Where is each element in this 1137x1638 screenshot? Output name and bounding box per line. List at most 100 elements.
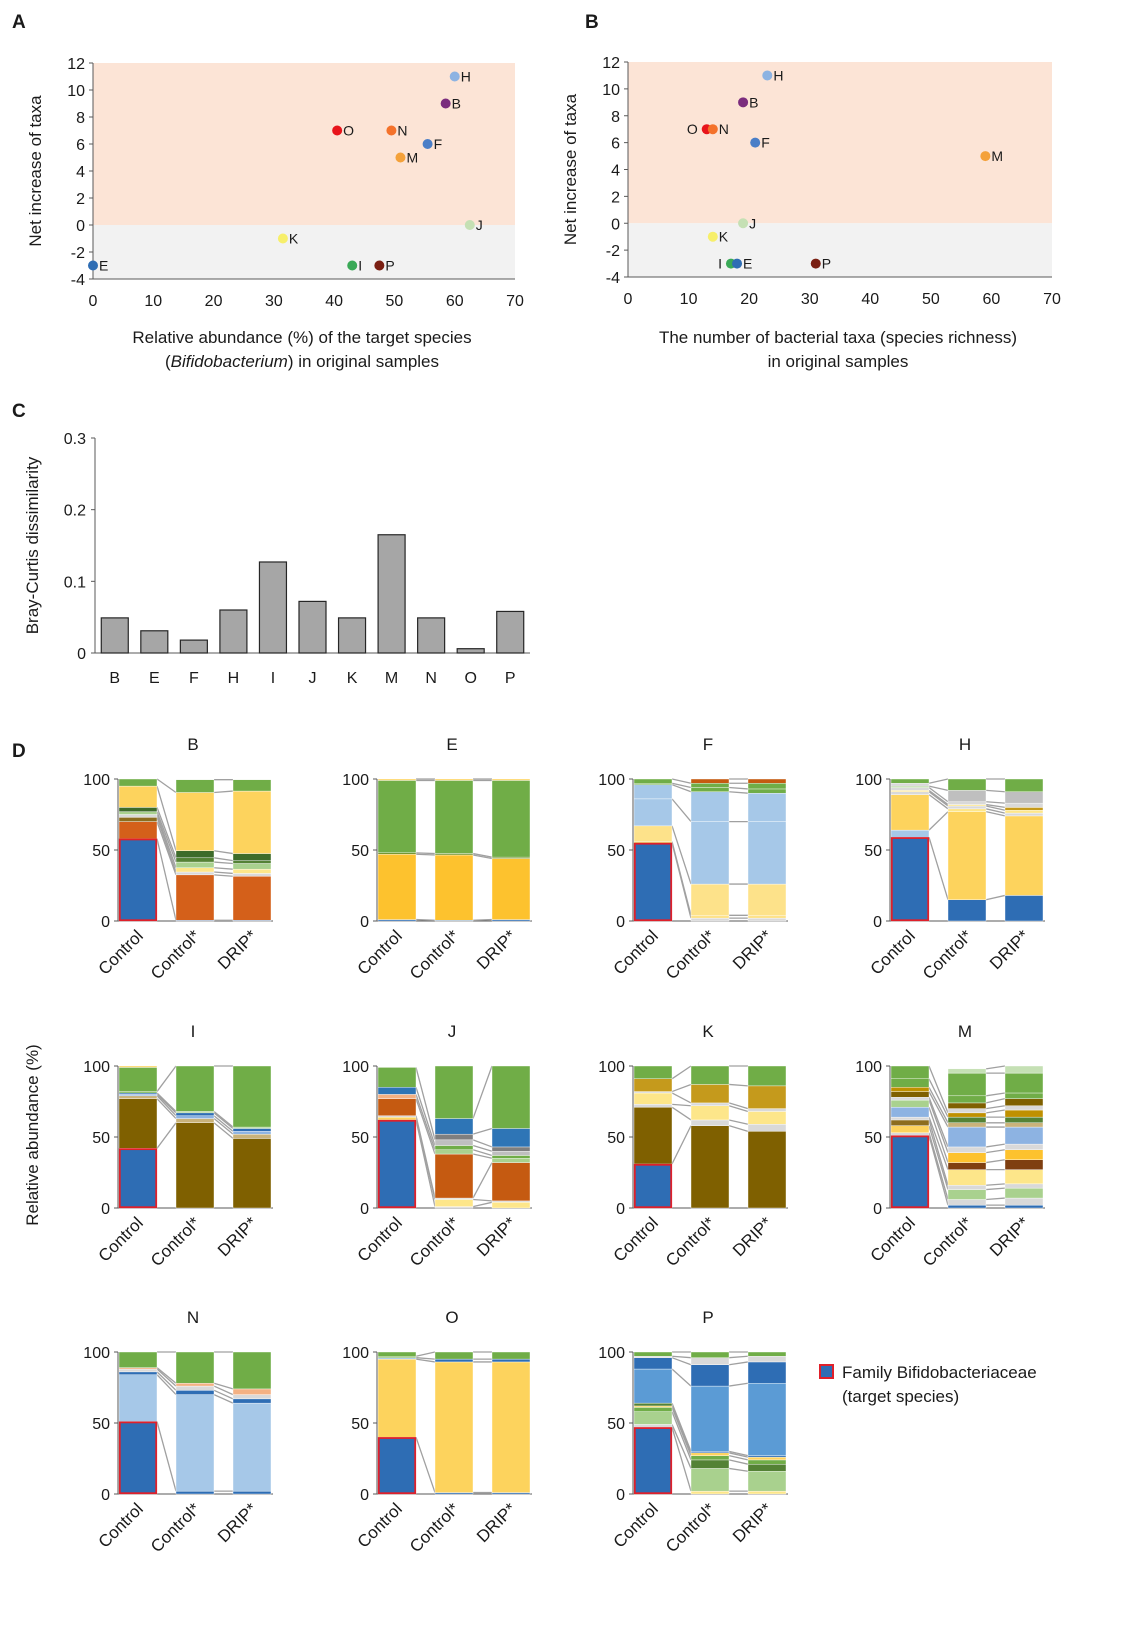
stacked-segment [491, 1158, 531, 1163]
connector-line [213, 857, 234, 862]
stacked-segment [690, 1357, 730, 1365]
y-tick-label: 50 [864, 843, 882, 860]
connector-line [472, 1198, 493, 1202]
connector-line [156, 1065, 177, 1092]
stacked-segment [947, 1072, 987, 1097]
stacked-segment [690, 1351, 730, 1358]
x-tick-label: 60 [446, 293, 464, 310]
y-tick-label: 50 [92, 843, 110, 860]
subpanel-b: B 0 50 100 Control Control* DRIP* [83, 735, 273, 983]
stacked-segment [747, 1455, 787, 1458]
stacked-segment [947, 1146, 987, 1153]
stacked-segment [690, 783, 730, 788]
stacked-segment [633, 1405, 673, 1408]
y-tick-label: 0 [360, 914, 369, 931]
stacked-segment [890, 785, 930, 788]
point-label: M [406, 150, 418, 166]
stacked-segment [434, 1118, 474, 1135]
stacked-segment [434, 1358, 474, 1363]
stacked-segment [947, 1189, 987, 1200]
stacked-segment [890, 1097, 930, 1101]
connector-line [928, 811, 949, 831]
y-tick-label: 0.2 [64, 503, 86, 520]
connector-line [671, 1357, 692, 1366]
stacked-segment [232, 853, 272, 861]
point-label: J [749, 215, 756, 231]
stacked-segment [1004, 1098, 1044, 1106]
y-tick-label: 100 [342, 1059, 369, 1076]
connector-line [156, 1098, 177, 1119]
stacked-segment [890, 791, 930, 795]
stacked-segment [491, 1200, 531, 1203]
y-tick-label: 100 [855, 772, 882, 789]
stacked-segment [747, 1111, 787, 1125]
connector-line [985, 811, 1006, 817]
stacked-segment [747, 1456, 787, 1461]
x-tick-label: O [464, 670, 476, 687]
connector-line [671, 1065, 692, 1080]
stacked-segment [118, 814, 158, 818]
stacked-segment [633, 784, 673, 800]
y-tick-label: 50 [351, 843, 369, 860]
connector-line [985, 1098, 1006, 1104]
connector-line [985, 1159, 1006, 1164]
connector-line [472, 1149, 493, 1157]
bar-m [377, 534, 406, 654]
connector-line [472, 1144, 493, 1152]
stacked-segment [434, 1065, 474, 1119]
point-label: N [719, 121, 729, 137]
bifidobacteriaceae-outline [633, 842, 673, 922]
connector-line [671, 1106, 692, 1121]
y-axis-title: Bray-Curtis dissimilarity [23, 456, 42, 634]
stacked-segment [118, 785, 158, 808]
point-label: B [749, 94, 758, 110]
connector-line [213, 850, 234, 855]
stacked-segment [434, 1153, 474, 1199]
connector-line [985, 1109, 1006, 1114]
y-tick-label: 50 [864, 1130, 882, 1147]
x-tick-label: Control [610, 926, 662, 978]
data-point-f [422, 139, 433, 149]
bifidobacteriaceae-outline [633, 1427, 673, 1495]
connector-line [213, 1115, 234, 1132]
y-tick-label: 100 [598, 1059, 625, 1076]
y-tick-label: 4 [611, 163, 620, 180]
stacked-segment [747, 1463, 787, 1472]
stacked-segment [434, 1197, 474, 1200]
x-tick-label: DRIP* [473, 1213, 520, 1260]
connector-line [472, 1065, 493, 1119]
stacked-segment [232, 1133, 272, 1139]
point-label: P [822, 256, 831, 272]
connector-line [156, 1095, 177, 1117]
stacked-segment [947, 1108, 987, 1114]
legend-label: Family Bifidobacteriaceae [842, 1363, 1037, 1382]
connector-line [728, 1119, 749, 1125]
stacked-segment [633, 783, 673, 785]
stacked-segment [947, 804, 987, 807]
stacked-segment [491, 780, 531, 858]
stacked-segment [1004, 778, 1044, 792]
stacked-segment [1004, 1065, 1044, 1074]
negative-region [628, 223, 1052, 277]
subpanel-k: K 0 50 100 Control Control* DRIP* [598, 1022, 788, 1270]
x-tick-label: Control [867, 926, 919, 978]
connector-line [415, 1358, 436, 1363]
x-tick-label: Control [354, 1213, 406, 1265]
stacked-segment [118, 1374, 158, 1422]
bar-b [100, 617, 129, 654]
x-axis-title: The number of bacterial taxa (species ri… [659, 328, 1017, 347]
y-tick-label: 100 [342, 772, 369, 789]
x-tick-label: P [505, 670, 516, 687]
stacked-segment [377, 1094, 417, 1099]
y-tick-label: 100 [342, 1345, 369, 1362]
x-tick-label: E [149, 670, 160, 687]
y-tick-label: 0 [101, 914, 110, 931]
x-axis-title-paren: ( [165, 352, 171, 371]
connector-line [213, 1118, 234, 1135]
y-tick-label: 0.3 [64, 431, 86, 448]
connector-line [671, 784, 692, 793]
scatter-chart-a: 0 10 20 30 40 50 60 70 -4 -2 0 2 4 6 8 10 12 Net increase… [26, 56, 524, 371]
stacked-segment [377, 778, 417, 781]
connector-line [213, 1385, 234, 1396]
scatter-chart-b: 0 10 20 30 40 50 60 70 -4 -2 0 2 4 6 8 10 12 Net increase… [561, 55, 1061, 371]
